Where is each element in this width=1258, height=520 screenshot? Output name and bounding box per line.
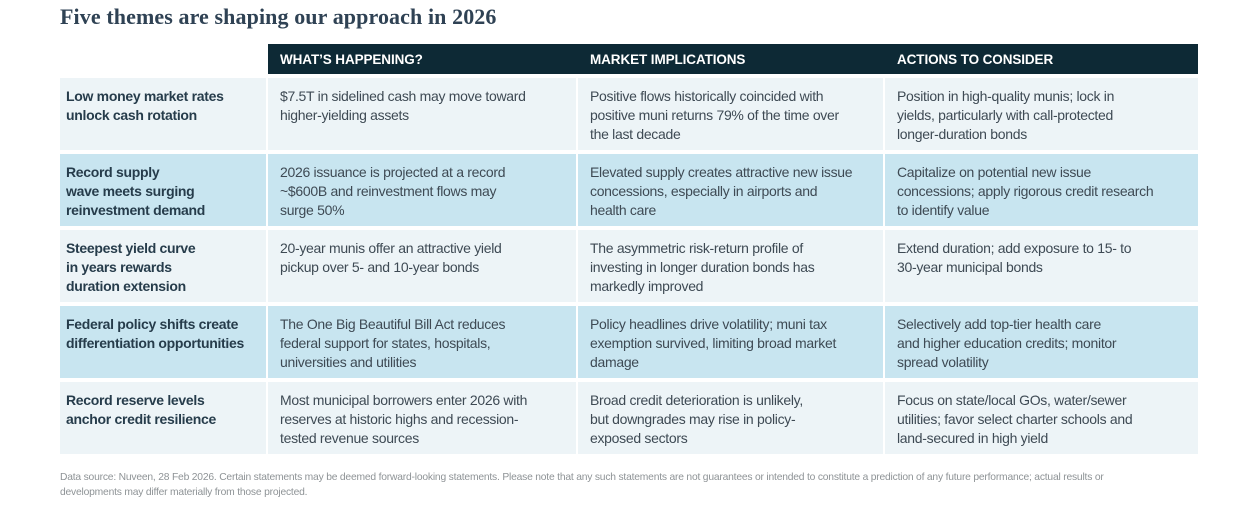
page-title: Five themes are shaping our approach in … bbox=[60, 4, 497, 29]
actions-cell: Extend duration; add exposure to 15- to … bbox=[885, 230, 1198, 302]
theme-cell: Record reserve levels anchor credit resi… bbox=[60, 382, 266, 454]
table-row-federal-policy: Federal policy shifts create differentia… bbox=[60, 306, 1198, 378]
column-header-whats-happening: WHAT’S HAPPENING? bbox=[280, 51, 423, 67]
market-implications-cell: Elevated supply creates attractive new i… bbox=[578, 154, 883, 226]
column-header-market-implications: MARKET IMPLICATIONS bbox=[590, 51, 746, 67]
theme-cell: Steepest yield curve in years rewards du… bbox=[60, 230, 266, 302]
footnote: Data source: Nuveen, 28 Feb 2026. Certai… bbox=[60, 472, 1104, 498]
market-implications-cell: Positive flows historically coincided wi… bbox=[578, 78, 883, 150]
market-implications-cell: Broad credit deterioration is unlikely, … bbox=[578, 382, 883, 454]
actions-cell: Capitalize on potential new issue conces… bbox=[885, 154, 1198, 226]
whats-happening-cell: Most municipal borrowers enter 2026 with… bbox=[268, 382, 576, 454]
table-row-cash-rotation: Low money market rates unlock cash rotat… bbox=[60, 78, 1198, 150]
whats-happening-cell: 20-year munis offer an attractive yield … bbox=[268, 230, 576, 302]
themes-table: WHAT’S HAPPENING? MARKET IMPLICATIONS AC… bbox=[60, 44, 1198, 454]
actions-cell: Position in high-quality munis; lock in … bbox=[885, 78, 1198, 150]
table-row-reserve-levels: Record reserve levels anchor credit resi… bbox=[60, 382, 1198, 454]
market-implications-cell: The asymmetric risk-return profile of in… bbox=[578, 230, 883, 302]
table-row-yield-curve: Steepest yield curve in years rewards du… bbox=[60, 230, 1198, 302]
theme-cell: Federal policy shifts create differentia… bbox=[60, 306, 266, 378]
table-row-record-supply: Record supply wave meets surging reinves… bbox=[60, 154, 1198, 226]
actions-cell: Focus on state/local GOs, water/sewer ut… bbox=[885, 382, 1198, 454]
whats-happening-cell: $7.5T in sidelined cash may move toward … bbox=[268, 78, 576, 150]
whats-happening-cell: 2026 issuance is projected at a record ~… bbox=[268, 154, 576, 226]
column-header-actions-to-consider: ACTIONS TO CONSIDER bbox=[897, 51, 1054, 67]
actions-cell: Selectively add top-tier health care and… bbox=[885, 306, 1198, 378]
whats-happening-cell: The One Big Beautiful Bill Act reduces f… bbox=[268, 306, 576, 378]
market-implications-cell: Policy headlines drive volatility; muni … bbox=[578, 306, 883, 378]
theme-cell: Low money market rates unlock cash rotat… bbox=[60, 78, 266, 150]
theme-cell: Record supply wave meets surging reinves… bbox=[60, 154, 266, 226]
table-header-row: WHAT’S HAPPENING? MARKET IMPLICATIONS AC… bbox=[268, 44, 1198, 74]
